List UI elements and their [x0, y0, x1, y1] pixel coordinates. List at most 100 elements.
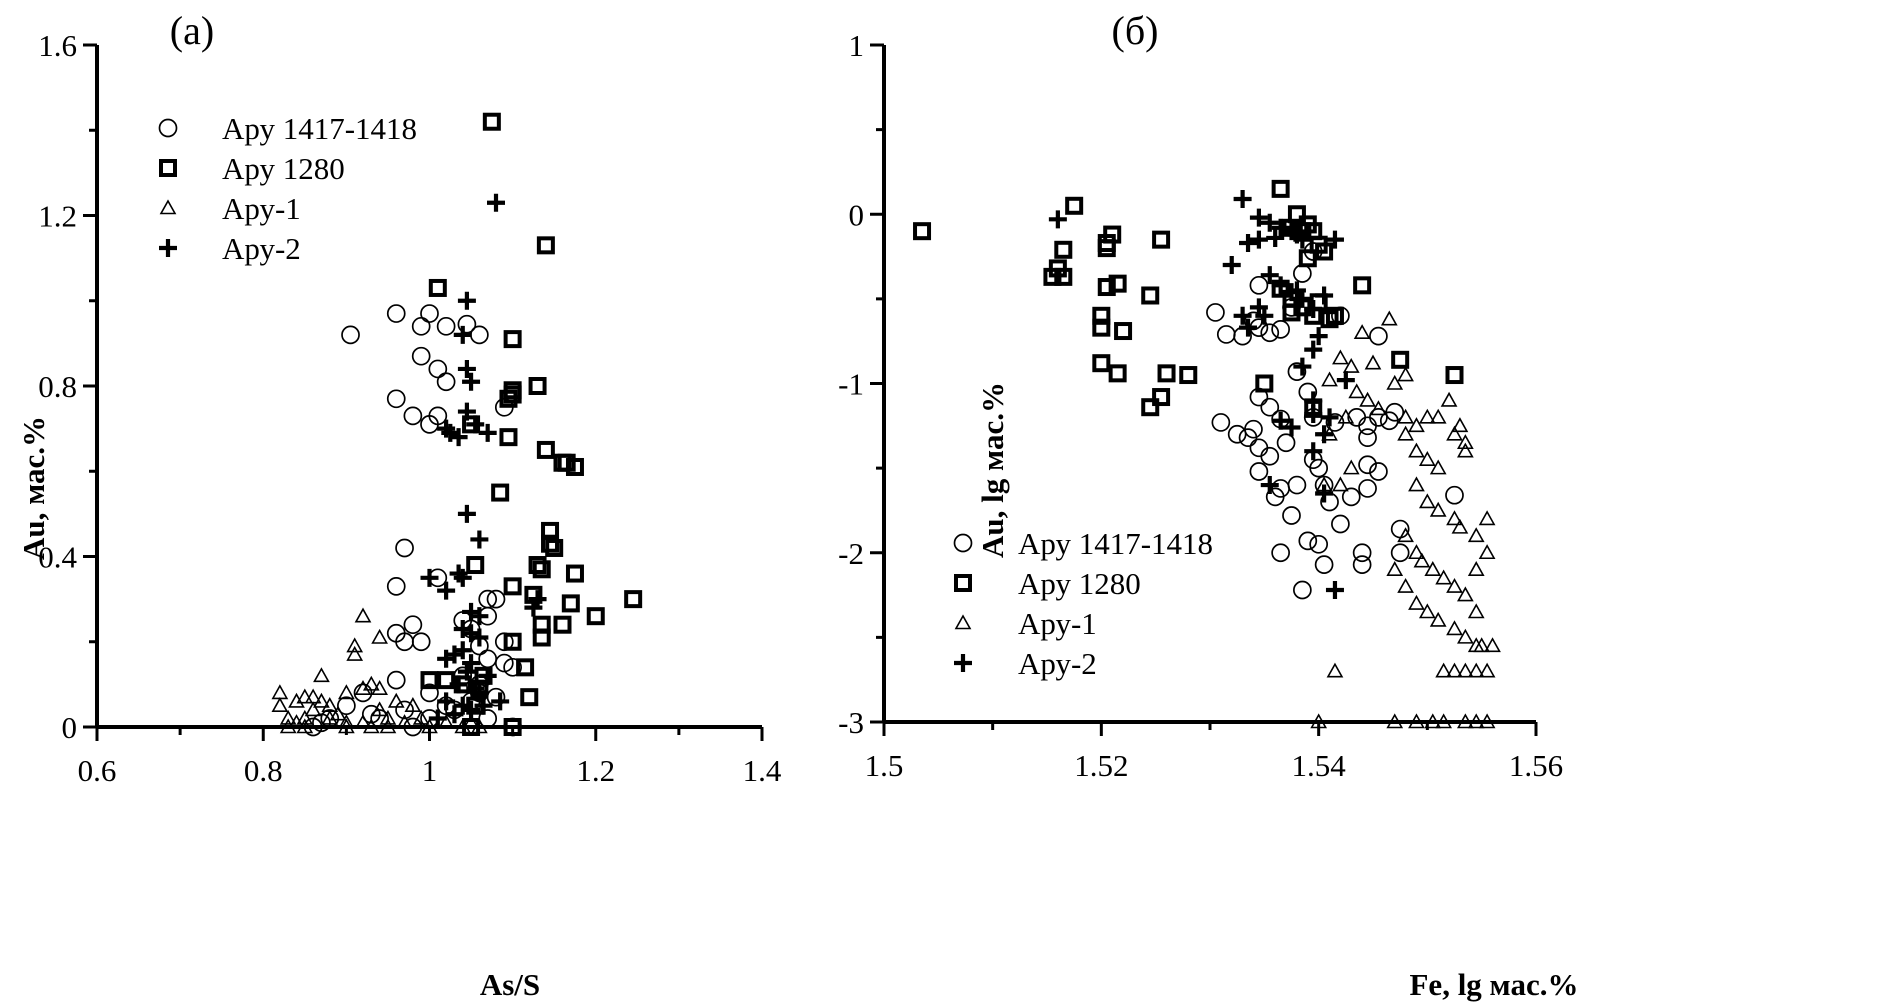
panel-b-point-plus [1271, 218, 1290, 237]
panel-b-point-plus [1293, 230, 1312, 249]
panel-a-point-triangle [462, 714, 480, 730]
panel-a-point-square [536, 236, 555, 255]
panel-b-point-triangle [1457, 434, 1474, 450]
panel-b-point-triangle [1451, 417, 1469, 433]
panel-b-point-triangle [1386, 374, 1404, 390]
panel-b-point-circle [1265, 487, 1285, 507]
panel-a-point-plus [437, 419, 456, 438]
panel-b-point-circle [1347, 408, 1367, 427]
panel-a-point-square [624, 590, 643, 609]
panel-b-point-square [1152, 230, 1171, 249]
panel-a-point-plus [470, 628, 489, 647]
panel-b-point-square [1092, 306, 1111, 325]
panel-b-point-triangle [1418, 451, 1436, 466]
panel-b-point-plus [1266, 228, 1285, 247]
panel-b-point-triangle [1478, 713, 1496, 729]
panel-b-point-triangle [1446, 620, 1463, 636]
panel-a-point-triangle [354, 680, 372, 695]
panel-a-point-plus [457, 662, 476, 681]
panel-b-point-circle [1211, 413, 1231, 432]
panel-a-point-square [532, 560, 551, 579]
panel-a-point-circle [341, 325, 360, 345]
panel-b-point-triangle [1435, 569, 1452, 585]
panel-b-point-circle [1287, 362, 1307, 382]
panel-b-point-triangle [1408, 442, 1425, 458]
panel-a-point-circle [436, 316, 456, 336]
panel-a-legend-label: Ару-1 [222, 191, 301, 226]
panel-a-point-triangle [454, 718, 472, 734]
panel-a-point-plus [445, 645, 464, 664]
panel-b-point-triangle [1484, 637, 1501, 653]
panel-a-point-square [565, 564, 584, 583]
panel-a-y-tick-label: 0.4 [38, 540, 77, 575]
panel-a-point-triangle [387, 692, 405, 708]
panel-b-series-plus [1048, 190, 1355, 599]
panel-a-point-triangle [379, 718, 397, 734]
panel-a-point-square [499, 389, 518, 408]
panel-b-point-square [1179, 366, 1198, 385]
panel-b-point-plus [1233, 190, 1252, 209]
panel-b-point-circle [1358, 455, 1377, 475]
panel-a-point-triangle [279, 709, 297, 725]
panel-a-point-triangle [346, 645, 364, 661]
panel-a-point-triangle [421, 718, 438, 734]
panel-a-point-triangle [471, 718, 488, 734]
panel-b-point-triangle [1418, 408, 1436, 424]
panel-b-point-triangle [1342, 357, 1360, 373]
panel-a-point-plus [491, 692, 510, 711]
panel-a-point-plus [478, 666, 497, 685]
panel-a-point-triangle [321, 709, 339, 725]
panel-a-point-circle [411, 632, 431, 652]
panel-a-point-triangle [304, 701, 322, 717]
panel-b-point-triangle [1397, 425, 1414, 441]
panel-a-point-plus [453, 325, 472, 344]
panel-a-point-plus [466, 415, 485, 434]
panel-b-point-plus [1233, 306, 1252, 325]
panel-b-point-plus [1304, 442, 1323, 461]
panel-a-x-tick-label: 1.2 [576, 753, 615, 788]
panel-a-x-tick-label: 1 [422, 753, 438, 788]
panel-b-point-triangle [1386, 713, 1404, 729]
panel-b-point-circle [1249, 275, 1269, 295]
panel-a-point-circle [395, 538, 414, 558]
panel-b-point-triangle [1424, 561, 1442, 576]
panel-b-x-axis-label: Fe, lg мас.% [1410, 967, 1579, 1002]
panel-b-point-triangle [1370, 400, 1387, 416]
panel-a-point-square [541, 534, 560, 553]
panel-a-point-circle [386, 576, 406, 596]
panel-b-point-triangle [1380, 310, 1398, 326]
panel-a-point-circle [370, 709, 389, 728]
panel-b-point-square [1054, 267, 1073, 286]
panel-b-point-square [1092, 354, 1111, 373]
panel-b-point-triangle [1457, 713, 1474, 729]
panel-b-point-triangle [1418, 603, 1436, 619]
panel-b-point-square [1315, 242, 1334, 261]
panel-b-point-triangle [1408, 417, 1425, 433]
panel-b-point-circle [1358, 479, 1377, 498]
panel-a-point-triangle [296, 709, 314, 725]
panel-a-y-tick-label: 1.6 [38, 28, 77, 63]
panel-a-label: (a) [170, 8, 214, 53]
panel-a-point-plus [457, 402, 476, 421]
panel-a-point-square [503, 632, 522, 651]
panel-b-series-circle [1206, 242, 1464, 600]
panel-a-point-circle [486, 589, 506, 609]
panel-a-point-circle [386, 670, 406, 690]
panel-a-point-square [499, 428, 518, 447]
panel-b-point-circle [1249, 438, 1269, 458]
panel-b-point-triangle [1467, 527, 1485, 543]
panel-a-point-triangle [271, 697, 289, 712]
panel-a-point-triangle [362, 718, 380, 734]
panel-b-point-circle [1271, 543, 1290, 563]
panel-a-point-plus [457, 359, 476, 378]
panel-a-point-triangle [338, 714, 355, 730]
panel-a-point-triangle [346, 637, 364, 653]
panel-a-point-triangle [371, 680, 388, 695]
panel-b-x-tick-label: 1.54 [1292, 748, 1347, 783]
panel-b-point-square [1092, 318, 1111, 337]
panel-b-point-plus [1309, 327, 1328, 346]
panel-b-y-tick-label: -1 [838, 367, 864, 402]
panel-b-y-axis-label: Au, lg мас.% [975, 382, 1010, 558]
panel-b-point-triangle [1451, 518, 1469, 534]
panel-b-y-tick-label: -3 [838, 705, 864, 740]
